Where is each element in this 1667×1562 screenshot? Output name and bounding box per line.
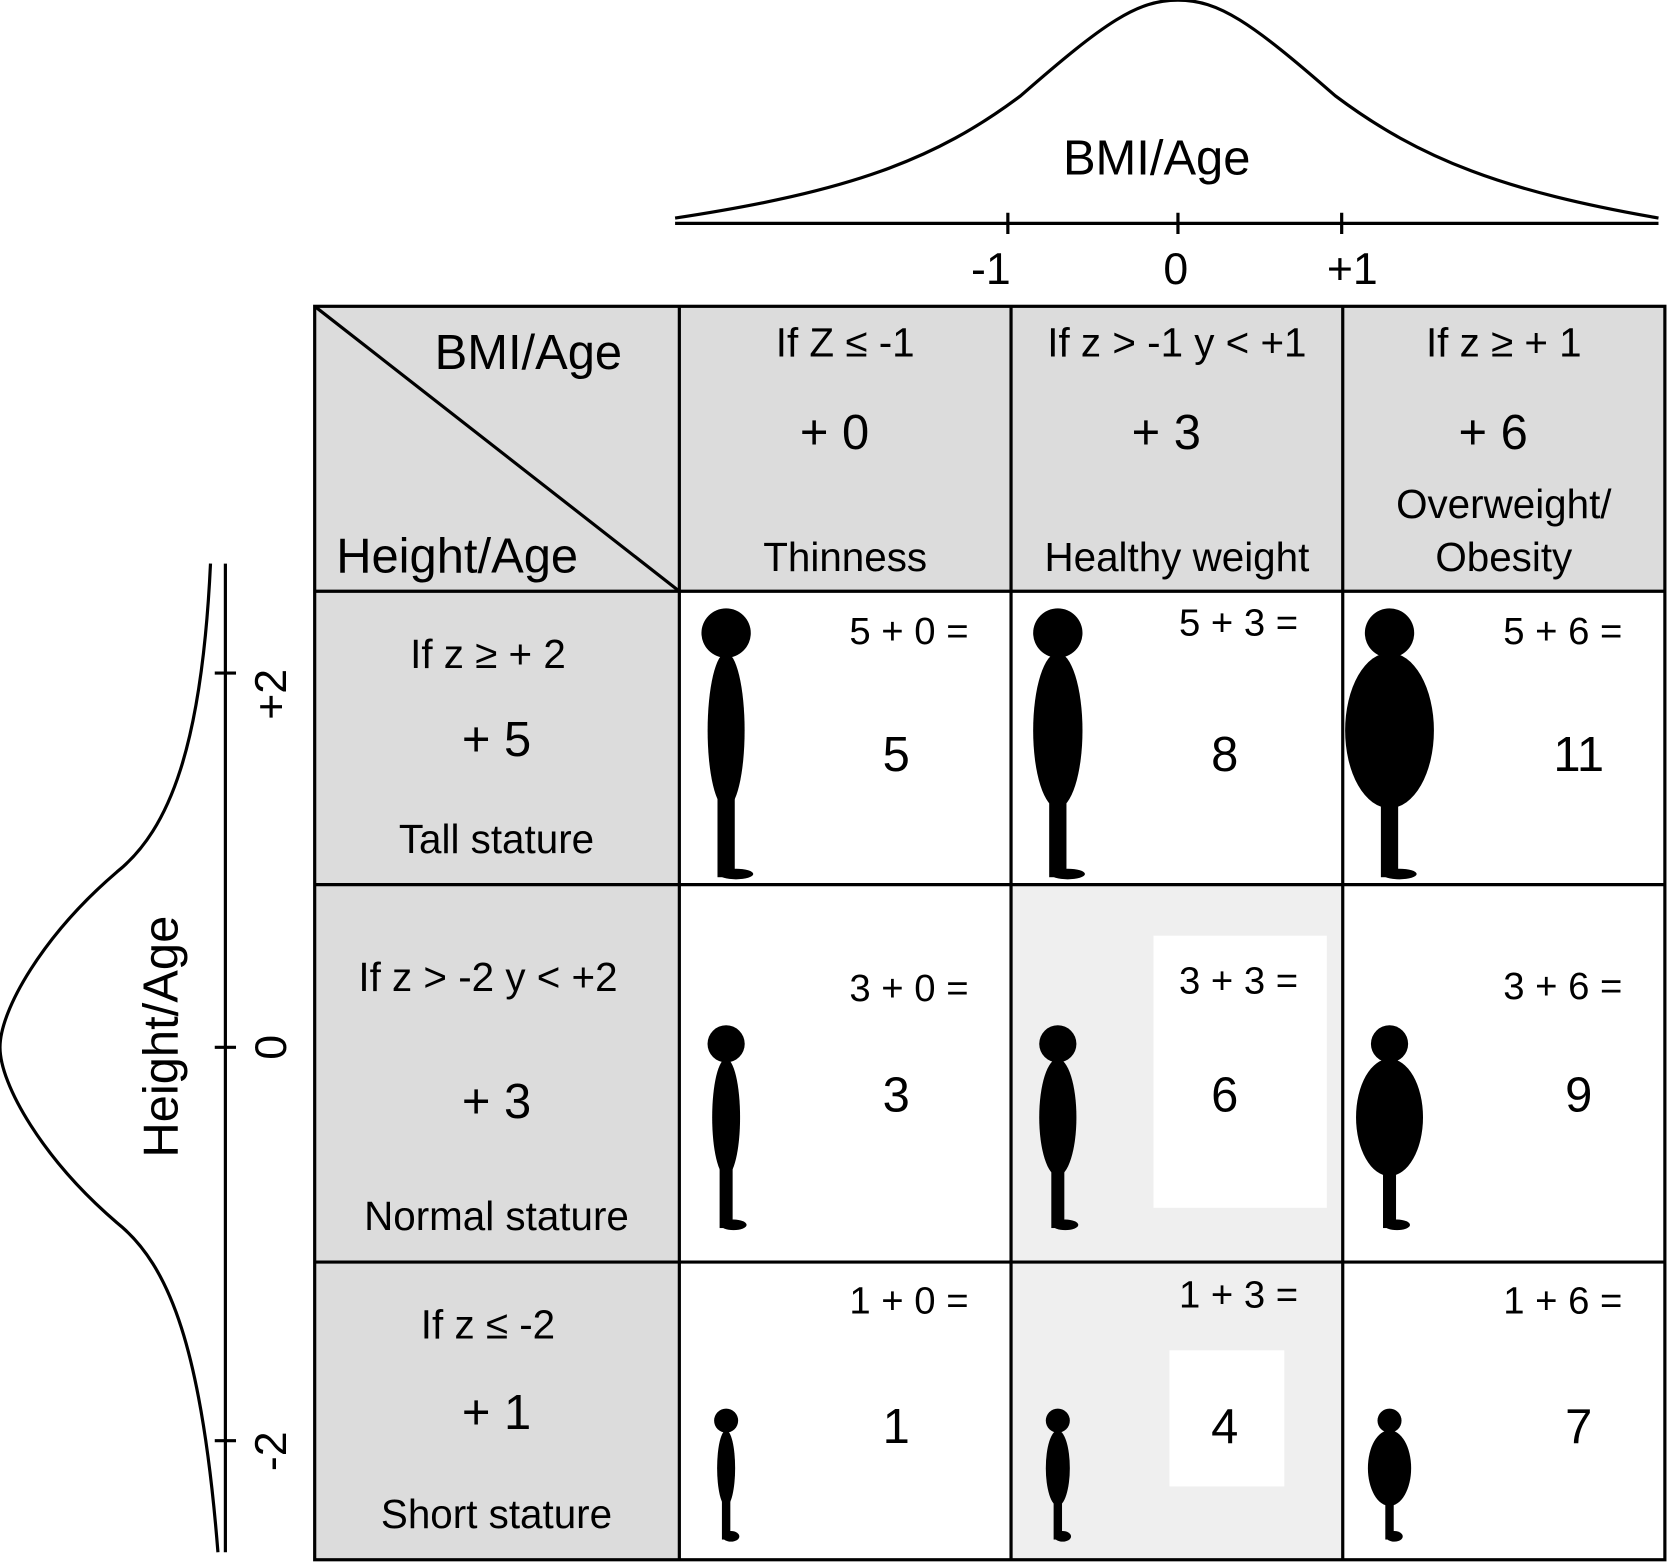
cell-sum: 1 + 6 = bbox=[1503, 1280, 1622, 1323]
figure-leg bbox=[721, 1495, 731, 1540]
cell-bg bbox=[1153, 935, 1327, 1208]
figure-foot bbox=[1050, 868, 1085, 880]
cell-result: 11 bbox=[1553, 728, 1604, 782]
header-col-bg bbox=[314, 591, 680, 1560]
corner-column-header: BMI/Age bbox=[435, 326, 622, 380]
figure-head bbox=[1364, 608, 1415, 658]
row-label: Normal stature bbox=[364, 1193, 629, 1239]
figure-head bbox=[1370, 1025, 1409, 1063]
figure-body bbox=[1367, 1430, 1412, 1506]
row-score: + 3 bbox=[462, 1075, 531, 1129]
header-row-bg bbox=[314, 306, 1665, 592]
figure-head bbox=[714, 1408, 739, 1433]
figure-head bbox=[1033, 608, 1083, 658]
figure-leg bbox=[717, 797, 735, 878]
column-label: Healthy weight bbox=[1044, 534, 1309, 580]
figure-foot bbox=[1385, 1531, 1403, 1542]
figure-body bbox=[712, 1058, 741, 1176]
column-label: Thinness bbox=[763, 534, 927, 580]
row-score: + 1 bbox=[462, 1386, 531, 1440]
left-tick-label: +2 bbox=[247, 669, 296, 720]
top-tick-label: 0 bbox=[1163, 245, 1188, 294]
figure-foot bbox=[722, 1531, 740, 1542]
figure-body bbox=[1045, 1430, 1070, 1506]
figure-foot bbox=[1382, 868, 1417, 880]
cell-sum: 1 + 3 = bbox=[1179, 1273, 1298, 1316]
figure-body bbox=[707, 652, 745, 809]
figure-foot bbox=[718, 868, 754, 880]
figure-head bbox=[1039, 1025, 1077, 1063]
figure-head bbox=[707, 1025, 745, 1063]
row-condition: If z > -2 y < +2 bbox=[358, 954, 617, 1000]
column-condition: If Z ≤ -1 bbox=[776, 319, 915, 365]
figure-body bbox=[1033, 652, 1083, 809]
row-condition: If z ≤ -2 bbox=[421, 1302, 555, 1348]
cell-sum: 5 + 3 = bbox=[1179, 601, 1298, 644]
figure-leg bbox=[1385, 1495, 1394, 1540]
cell-result: 1 bbox=[883, 1400, 910, 1454]
figure-foot bbox=[1052, 1219, 1079, 1231]
table-grid bbox=[313, 304, 1667, 1562]
figure-body bbox=[1039, 1058, 1077, 1176]
figure-body bbox=[1356, 1058, 1424, 1176]
column-label: Obesity bbox=[1435, 534, 1573, 580]
figure-leg bbox=[1383, 1165, 1397, 1229]
top-axis-label: BMI/Age bbox=[1063, 132, 1250, 186]
cell-result: 7 bbox=[1565, 1400, 1592, 1454]
cell-sum: 1 + 0 = bbox=[849, 1280, 968, 1323]
figure-head bbox=[1377, 1408, 1402, 1433]
figure-leg bbox=[1053, 1495, 1063, 1540]
top-tick-label: -1 bbox=[971, 245, 1011, 294]
table-border bbox=[313, 304, 1667, 1562]
cell-bg bbox=[1169, 1350, 1285, 1487]
column-condition: If z ≥ + 1 bbox=[1426, 319, 1582, 365]
left-axis-label: Height/Age bbox=[135, 916, 189, 1158]
row-label: Tall stature bbox=[399, 816, 594, 862]
figure-body bbox=[1345, 652, 1434, 809]
figure-head bbox=[1045, 1408, 1070, 1433]
top-tick-label: +1 bbox=[1327, 245, 1378, 294]
left-tick-label: 0 bbox=[247, 1035, 296, 1060]
column-score: + 6 bbox=[1459, 406, 1528, 460]
cell-result: 9 bbox=[1565, 1068, 1592, 1122]
corner-row-header: Height/Age bbox=[336, 529, 578, 583]
cell-result: 6 bbox=[1211, 1068, 1238, 1122]
cell-sum: 3 + 6 = bbox=[1503, 965, 1622, 1008]
figure-foot bbox=[1054, 1531, 1072, 1542]
row-condition: If z ≥ + 2 bbox=[410, 631, 566, 677]
left-curve bbox=[0, 563, 220, 1553]
top-curve bbox=[674, 0, 1659, 220]
row-score: + 5 bbox=[462, 713, 531, 767]
cell-sum: 3 + 0 = bbox=[849, 967, 968, 1010]
corner-diagonal bbox=[313, 305, 681, 593]
column-score: + 0 bbox=[800, 406, 869, 460]
column-label: Overweight/ bbox=[1396, 481, 1612, 527]
figure-body bbox=[717, 1430, 736, 1506]
cell-result: 5 bbox=[883, 728, 910, 782]
cell-sum: 3 + 3 = bbox=[1179, 960, 1298, 1003]
cell-sum: 5 + 6 = bbox=[1503, 610, 1622, 653]
cell-sum: 5 + 0 = bbox=[849, 610, 968, 653]
figure-head bbox=[701, 608, 751, 658]
row-label: Short stature bbox=[381, 1491, 612, 1537]
figure-leg bbox=[719, 1165, 733, 1229]
figure-leg bbox=[1380, 797, 1399, 878]
column-score: + 3 bbox=[1132, 406, 1201, 460]
left-tick-label: -2 bbox=[247, 1431, 296, 1471]
cell-result: 8 bbox=[1211, 728, 1238, 782]
figure-leg bbox=[1049, 797, 1067, 878]
column-condition: If z > -1 y < +1 bbox=[1047, 319, 1306, 365]
cell-result: 4 bbox=[1211, 1400, 1238, 1454]
figure-leg bbox=[1051, 1165, 1065, 1229]
cell-result: 3 bbox=[883, 1068, 910, 1122]
figure-foot bbox=[720, 1219, 747, 1231]
figure-foot bbox=[1383, 1219, 1410, 1231]
